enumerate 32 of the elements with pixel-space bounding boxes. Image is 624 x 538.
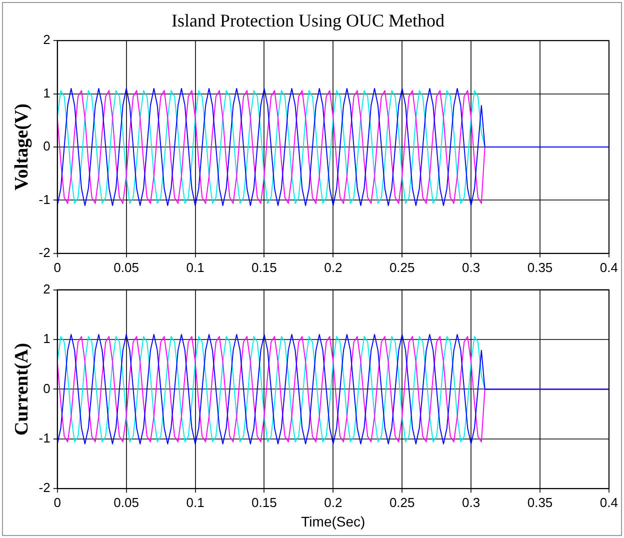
- y-tick-label: -1: [38, 430, 50, 446]
- y-tick-label: -2: [38, 244, 50, 260]
- x-tick-label: 0.1: [186, 494, 204, 510]
- x-tick-label: 0.15: [252, 494, 277, 510]
- x-tick-label: 0: [54, 260, 61, 275]
- y-tick-label: 2: [43, 32, 50, 48]
- x-tick-label: 0.35: [527, 260, 553, 275]
- x-tick-label: 0.3: [462, 260, 480, 275]
- x-tick-label: 0.35: [527, 494, 553, 510]
- x-tick-label: 0.05: [114, 494, 139, 510]
- x-tick-label: 0.2: [324, 260, 342, 275]
- x-tick-label: 0.1: [186, 260, 204, 275]
- y-tick-label: 1: [43, 331, 50, 346]
- x-tick-label: 0.05: [114, 260, 139, 275]
- y-tick-label: 0: [43, 380, 50, 396]
- x-tick-label: 0.25: [389, 260, 415, 275]
- y-tick-label: -1: [38, 192, 50, 207]
- x-tick-label: 0.15: [252, 260, 277, 275]
- y-tick-label: 1: [43, 85, 50, 100]
- x-tick-label: 0.4: [600, 494, 618, 510]
- y-tick-label: -2: [38, 480, 50, 496]
- x-tick-label: 0.4: [600, 260, 618, 275]
- y-tick-label: 0: [43, 138, 50, 154]
- x-axis-title: Time(Sec): [301, 513, 366, 530]
- y-tick-label: 2: [43, 281, 50, 296]
- y-axis-title: Current(A): [11, 342, 32, 436]
- x-tick-label: 0: [54, 494, 61, 510]
- x-tick-label: 0.3: [462, 494, 480, 510]
- y-axis-title: Voltage(V): [11, 104, 32, 190]
- x-tick-label: 0.2: [324, 494, 342, 510]
- x-tick-label: 0.25: [389, 494, 415, 510]
- chart-title: Island Protection Using OUC Method: [172, 10, 444, 31]
